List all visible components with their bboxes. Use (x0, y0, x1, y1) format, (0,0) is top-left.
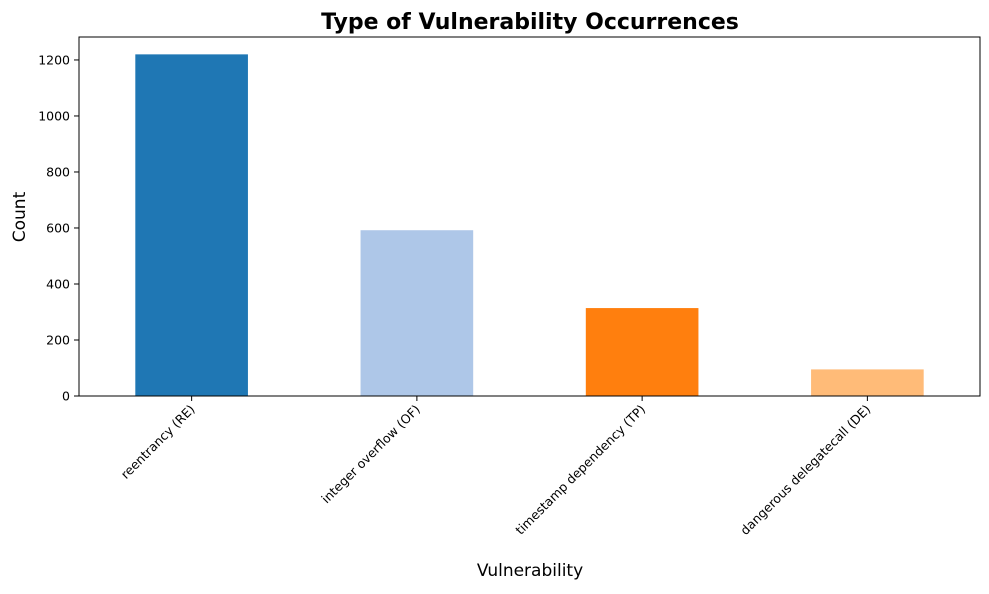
y-tick-label-1: 200 (46, 332, 70, 347)
x-tick-label-2: timestamp dependency (TP) (512, 402, 648, 538)
y-axis: 0 200 400 600 800 1000 1200 (38, 52, 79, 404)
y-tick-label-5: 1000 (38, 108, 70, 123)
x-axis-label: Vulnerability (477, 561, 583, 581)
y-tick-label-0: 0 (62, 389, 70, 404)
bars-group (135, 54, 924, 397)
plot-area-frame (78, 36, 981, 397)
bar-0 (135, 54, 248, 397)
chart-title: Type of Vulnerability Occurrences (321, 10, 739, 35)
x-axis: reentrancy (RE) integer overflow (OF) time… (118, 396, 874, 538)
y-axis-label: Count (10, 191, 30, 242)
y-tick-label-6: 1200 (38, 52, 70, 67)
bar-2 (585, 308, 699, 396)
y-tick-label-3: 600 (46, 220, 70, 235)
y-tick-label-2: 400 (46, 276, 70, 291)
x-tick-label-0: reentrancy (RE) (118, 402, 198, 482)
x-tick-label-3: dangerous delegatecall (DE) (737, 402, 873, 538)
bar-1 (360, 230, 474, 396)
y-tick-label-4: 800 (46, 164, 70, 179)
bar-3 (811, 369, 924, 396)
x-tick-label-1: integer overflow (OF) (318, 402, 423, 507)
